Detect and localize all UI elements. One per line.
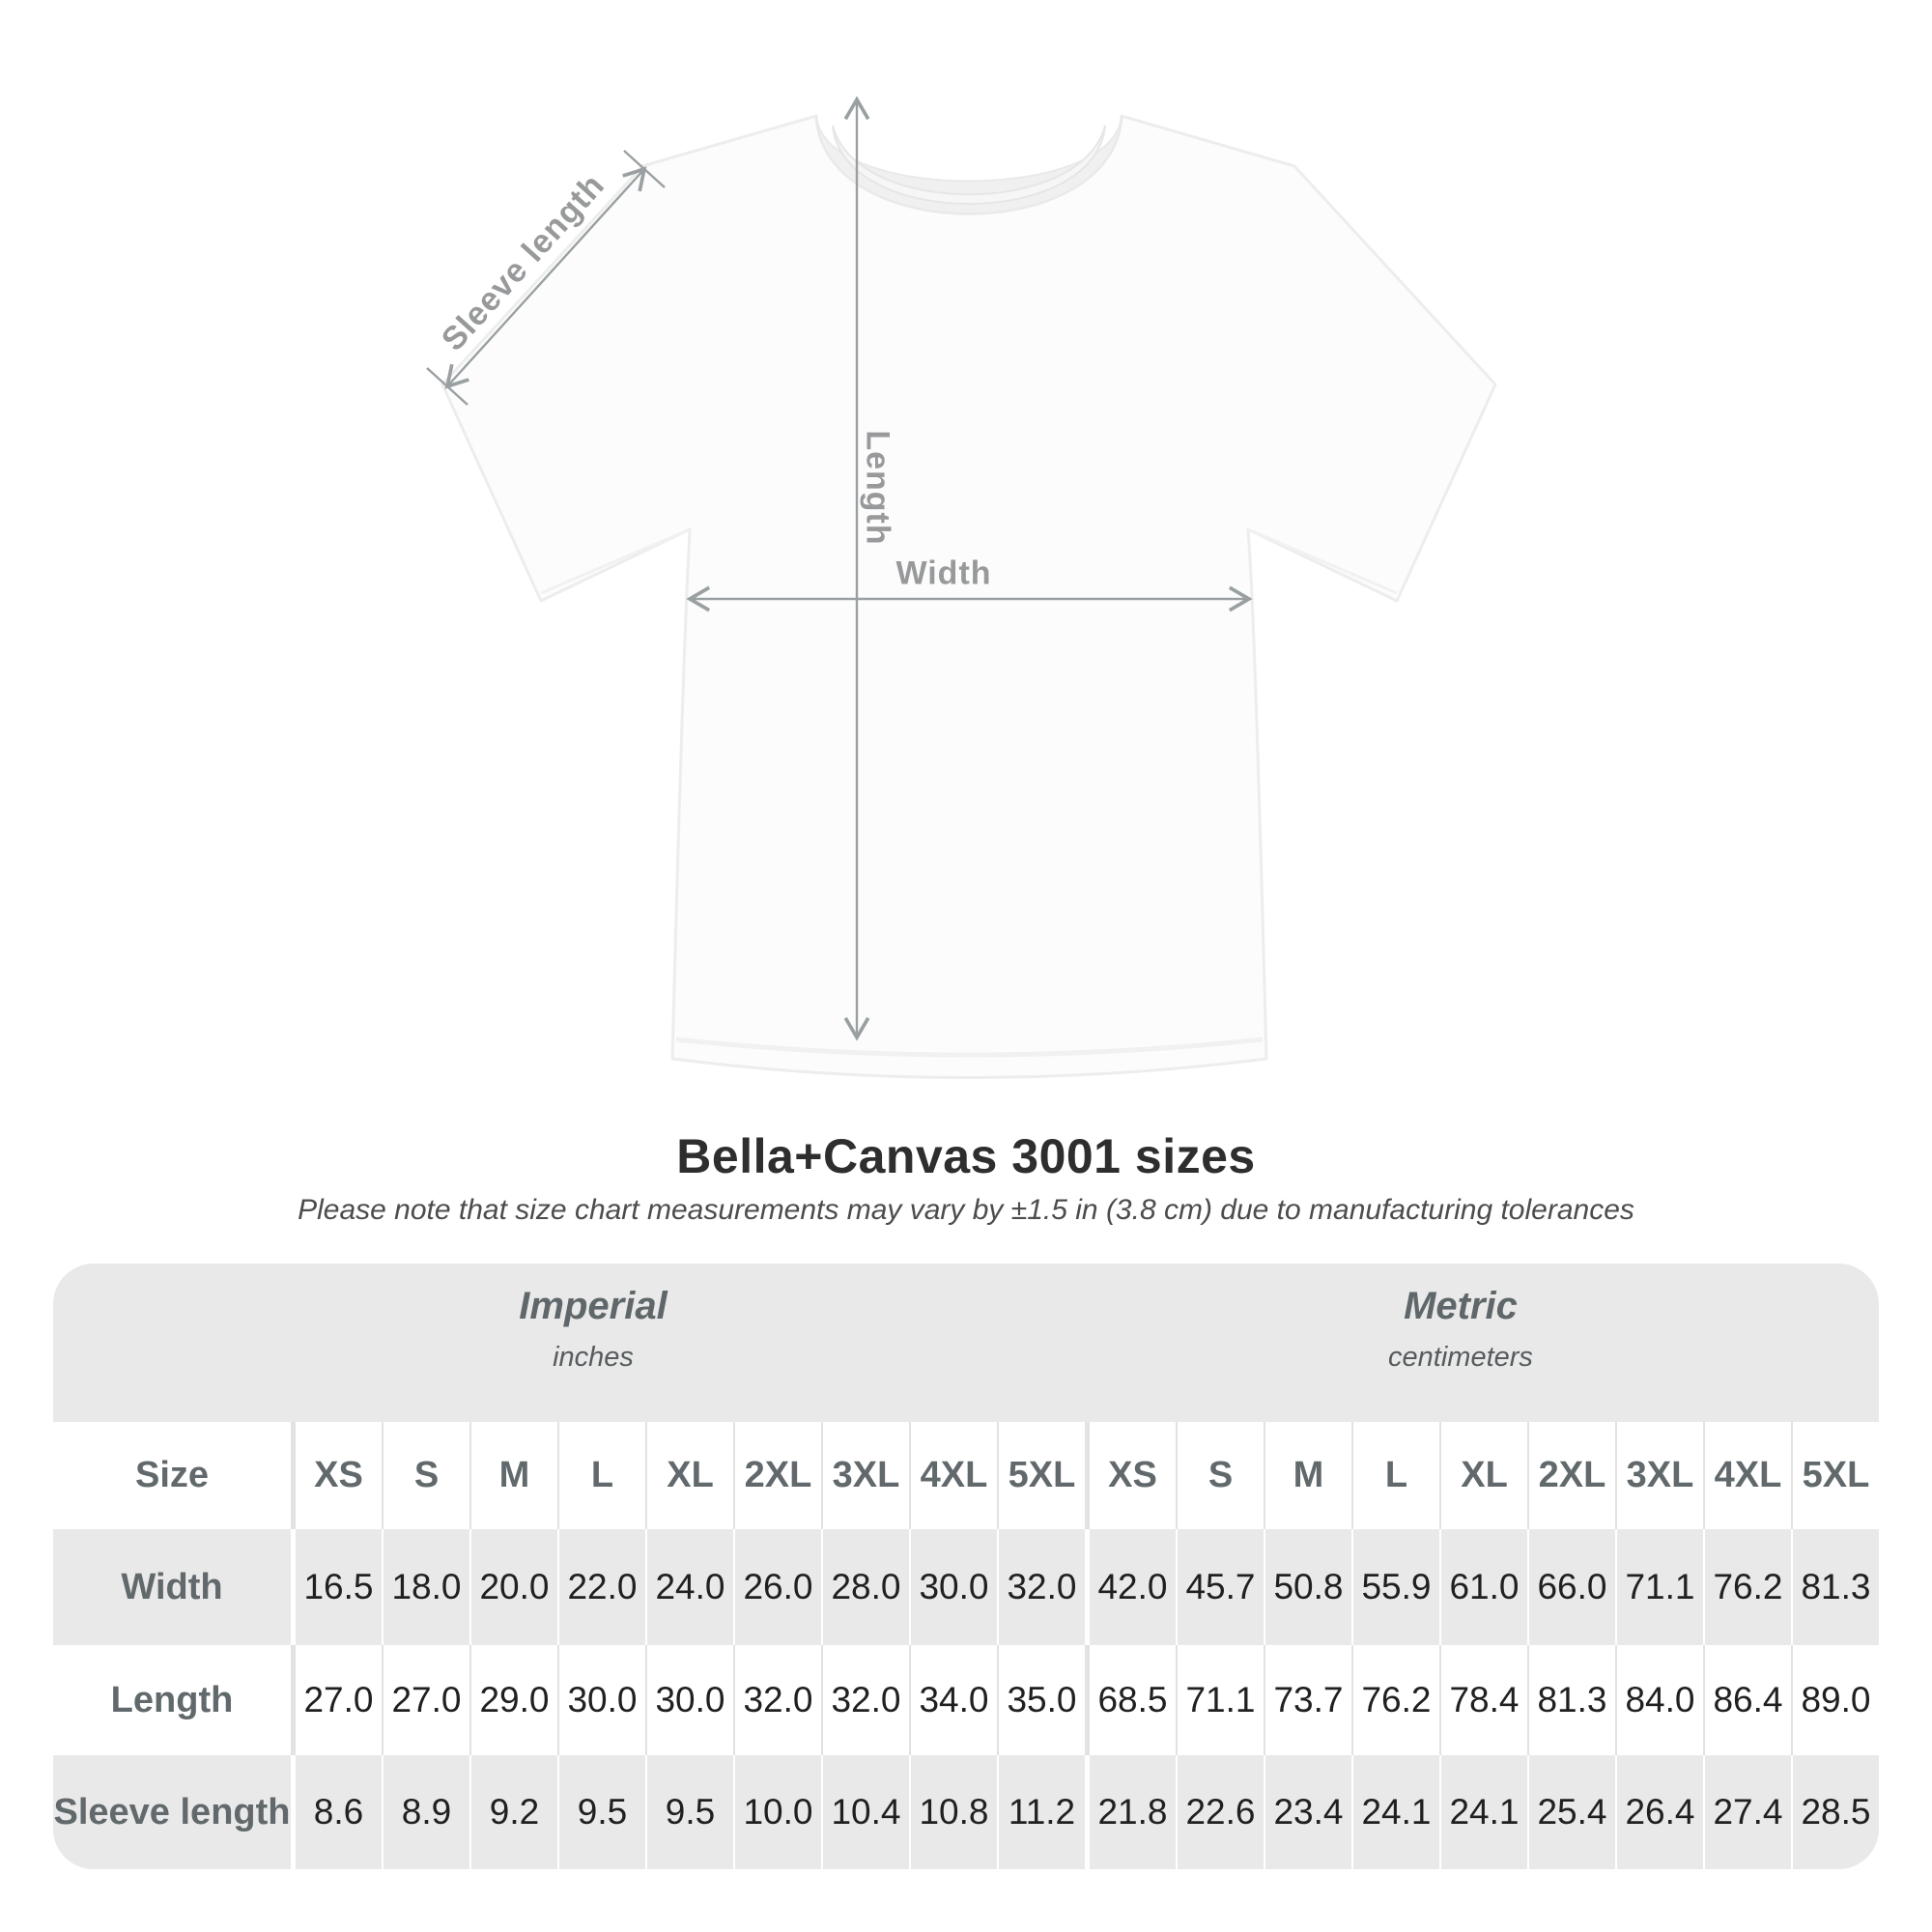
width-metric-5xl: 81.3 [1791, 1529, 1879, 1645]
width-label: Width [895, 554, 992, 592]
tshirt-illustration [426, 96, 1497, 1079]
width-row-label: Width [121, 1566, 223, 1607]
width-metric-m: 50.8 [1264, 1529, 1351, 1645]
col-header-metric-xs: XS [1085, 1422, 1176, 1529]
length-metric-xl: 78.4 [1439, 1645, 1527, 1755]
width-metric-xl: 61.0 [1439, 1529, 1527, 1645]
sleeve-imperial-2xl: 10.0 [733, 1755, 821, 1869]
width-imperial-m: 20.0 [469, 1529, 557, 1645]
length-imperial-2xl: 32.0 [733, 1645, 821, 1755]
width-metric-3xl: 71.1 [1615, 1529, 1703, 1645]
sleeve-length-dimension-arrow [444, 166, 647, 389]
col-header-metric-2xl: 2XL [1527, 1422, 1615, 1529]
length-imperial-3xl: 32.0 [821, 1645, 909, 1755]
sleeve-imperial-3xl: 10.4 [821, 1755, 909, 1869]
length-imperial-xl: 30.0 [645, 1645, 733, 1755]
width-metric-s: 45.7 [1176, 1529, 1264, 1645]
tshirt-shape [440, 114, 1497, 1079]
col-header-metric-l: L [1351, 1422, 1439, 1529]
col-header-imperial-3xl: 3XL [821, 1422, 909, 1529]
size-header-label: Size [134, 1455, 210, 1495]
width-metric-2xl: 66.0 [1527, 1529, 1615, 1645]
sleeve-extension-tick-top [623, 150, 666, 188]
col-header-metric-m: M [1264, 1422, 1351, 1529]
sleeve-row-label: Sleeve length [53, 1791, 291, 1833]
sleeve-metric-3xl: 26.4 [1615, 1755, 1703, 1869]
col-header-imperial-4xl: 4XL [909, 1422, 997, 1529]
sleeve-length-row: Sleeve length 8.6 8.9 9.2 9.5 9.5 10.0 1… [53, 1755, 1879, 1869]
col-header-metric-5xl: 5XL [1791, 1422, 1879, 1529]
sleeve-imperial-m: 9.2 [469, 1755, 557, 1869]
length-metric-5xl: 89.0 [1791, 1645, 1879, 1755]
length-metric-2xl: 81.3 [1527, 1645, 1615, 1755]
length-imperial-l: 30.0 [557, 1645, 645, 1755]
length-row-label: Length [110, 1679, 234, 1720]
sleeve-imperial-xl: 9.5 [645, 1755, 733, 1869]
length-imperial-s: 27.0 [382, 1645, 469, 1755]
col-header-metric-s: S [1176, 1422, 1264, 1529]
sleeve-imperial-l: 9.5 [557, 1755, 645, 1869]
width-imperial-4xl: 30.0 [909, 1529, 997, 1645]
col-header-imperial-5xl: 5XL [997, 1422, 1085, 1529]
width-metric-4xl: 76.2 [1703, 1529, 1791, 1645]
col-header-metric-4xl: 4XL [1703, 1422, 1791, 1529]
width-row: Width 16.5 18.0 20.0 22.0 24.0 26.0 28.0… [53, 1529, 1879, 1645]
width-imperial-xl: 24.0 [645, 1529, 733, 1645]
unit-header-metric: Metric centimeters [1122, 1264, 1799, 1374]
metric-title: Metric [1404, 1285, 1518, 1327]
width-imperial-l: 22.0 [557, 1529, 645, 1645]
length-metric-4xl: 86.4 [1703, 1645, 1791, 1755]
collar [815, 115, 1122, 215]
width-imperial-s: 18.0 [382, 1529, 469, 1645]
sleeve-imperial-5xl: 11.2 [997, 1755, 1085, 1869]
length-metric-l: 76.2 [1351, 1645, 1439, 1755]
sleeve-metric-xs: 21.8 [1085, 1755, 1176, 1869]
col-header-imperial-2xl: 2XL [733, 1422, 821, 1529]
col-header-imperial-s: S [382, 1422, 469, 1529]
width-imperial-5xl: 32.0 [997, 1529, 1085, 1645]
size-table: Imperial inches Metric centimeters Size … [53, 1264, 1879, 1869]
sleeve-metric-4xl: 27.4 [1703, 1755, 1791, 1869]
sleeve-imperial-4xl: 10.8 [909, 1755, 997, 1869]
imperial-title: Imperial [519, 1285, 668, 1327]
sleeve-metric-l: 24.1 [1351, 1755, 1439, 1869]
col-header-imperial-xl: XL [645, 1422, 733, 1529]
length-metric-s: 71.1 [1176, 1645, 1264, 1755]
length-metric-m: 73.7 [1264, 1645, 1351, 1755]
sleeve-metric-xl: 24.1 [1439, 1755, 1527, 1869]
length-imperial-xs: 27.0 [291, 1645, 382, 1755]
width-imperial-xs: 16.5 [291, 1529, 382, 1645]
length-row: Length 27.0 27.0 29.0 30.0 30.0 32.0 32.… [53, 1645, 1879, 1755]
sleeve-metric-s: 22.6 [1176, 1755, 1264, 1869]
sleeve-imperial-s: 8.9 [382, 1755, 469, 1869]
sleeve-metric-m: 23.4 [1264, 1755, 1351, 1869]
length-imperial-5xl: 35.0 [997, 1645, 1085, 1755]
width-imperial-3xl: 28.0 [821, 1529, 909, 1645]
width-metric-xs: 42.0 [1085, 1529, 1176, 1645]
size-chart-subtitle: Please note that size chart measurements… [298, 1194, 1634, 1226]
col-header-metric-3xl: 3XL [1615, 1422, 1703, 1529]
col-header-metric-xl: XL [1439, 1422, 1527, 1529]
col-header-imperial-xs: XS [291, 1422, 382, 1529]
size-header-row: Size XS S M L XL 2XL 3XL 4XL 5XL XS S M … [53, 1422, 1879, 1529]
sleeve-extension-tick-bottom [426, 367, 469, 406]
metric-unit: centimeters [1388, 1342, 1533, 1373]
imperial-unit: inches [553, 1342, 634, 1373]
col-header-imperial-m: M [469, 1422, 557, 1529]
sleeve-metric-2xl: 25.4 [1527, 1755, 1615, 1869]
unit-header-imperial: Imperial inches [255, 1264, 931, 1374]
size-chart-title: Bella+Canvas 3001 sizes [676, 1129, 1256, 1183]
sleeve-imperial-xs: 8.6 [291, 1755, 382, 1869]
width-metric-l: 55.9 [1351, 1529, 1439, 1645]
length-imperial-m: 29.0 [469, 1645, 557, 1755]
sleeve-metric-5xl: 28.5 [1791, 1755, 1879, 1869]
length-metric-3xl: 84.0 [1615, 1645, 1703, 1755]
length-label: Length [859, 430, 896, 546]
length-imperial-4xl: 34.0 [909, 1645, 997, 1755]
col-header-imperial-l: L [557, 1422, 645, 1529]
width-imperial-2xl: 26.0 [733, 1529, 821, 1645]
tshirt-size-diagram: Sleeve length Length Width [426, 96, 1497, 1079]
length-metric-xs: 68.5 [1085, 1645, 1176, 1755]
